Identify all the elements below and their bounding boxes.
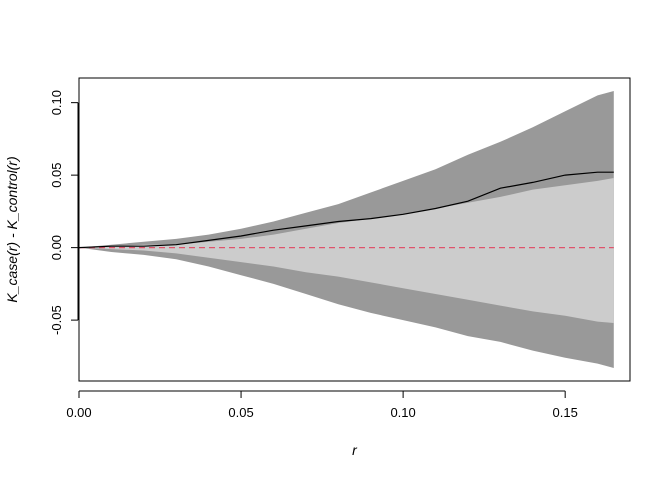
plot-border <box>78 77 631 382</box>
x-tick-label: 0.05 <box>228 405 253 420</box>
y-axis: -0.05 0.00 0.05 0.10 <box>49 90 79 335</box>
x-axis: 0.00 0.05 0.10 0.15 <box>66 390 578 420</box>
inner-envelope-area <box>79 178 614 323</box>
y-tick-label: 0.00 <box>49 235 64 260</box>
observed-line <box>78 171 614 249</box>
y-tick-label: 0.05 <box>49 162 64 187</box>
y-tick-label: 0.10 <box>49 90 64 115</box>
x-tick-label: 0.00 <box>66 405 91 420</box>
inner-envelope-band <box>79 178 614 323</box>
x-tick-label: 0.15 <box>553 405 578 420</box>
y-axis-title: K_case(r) - K_control(r) <box>4 156 20 302</box>
y-tick-label: -0.05 <box>49 305 64 335</box>
x-tick-label: 0.10 <box>390 405 415 420</box>
x-axis-title: r <box>352 442 358 458</box>
observed-line-layer <box>78 171 614 249</box>
